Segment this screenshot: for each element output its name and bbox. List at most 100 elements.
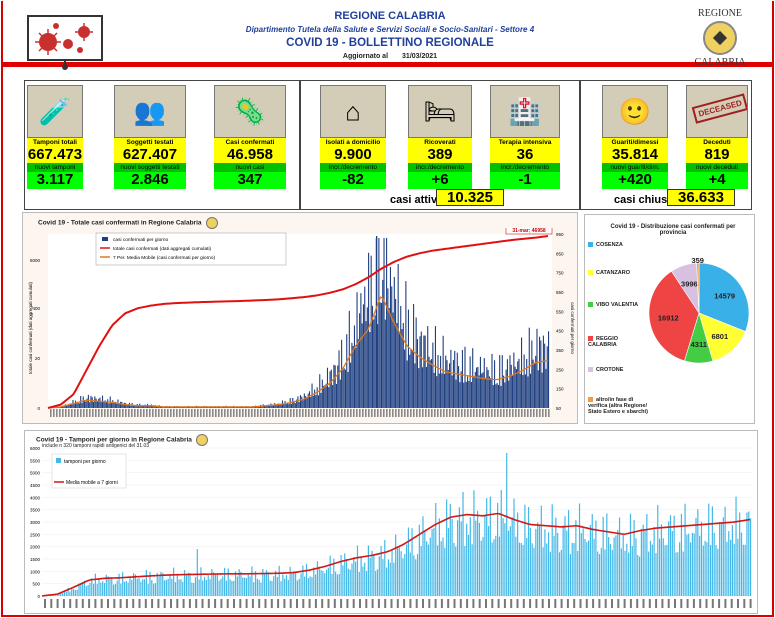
daily-test-bar <box>637 554 639 596</box>
x-tick-label <box>705 599 708 608</box>
daily-test-bar <box>742 544 744 596</box>
province-pie-chart: 14579 6801 4311 16912 3996 359 <box>648 258 750 364</box>
legend-label: VIBO VALENTIA <box>596 302 639 308</box>
daily-bar <box>433 372 435 408</box>
daily-bar <box>263 405 266 408</box>
daily-test-bar <box>640 528 642 596</box>
x-tick-label <box>447 599 450 608</box>
x-tick-label <box>522 599 525 608</box>
x-tick-label <box>248 409 250 417</box>
daily-test-bar <box>125 580 127 596</box>
kpi-image: ⌂ <box>320 85 386 138</box>
daily-bar <box>513 352 515 408</box>
x-tick-label <box>131 409 133 417</box>
daily-test-bar <box>167 578 169 596</box>
x-tick-label <box>214 599 217 608</box>
kpi-label: Terapia intensiva <box>490 138 560 147</box>
kpi-hospital-bed: 🛏 Ricoverati 389 incr./decremento +6 <box>408 85 472 189</box>
daily-bar <box>366 307 368 408</box>
daily-test-bar <box>680 513 683 596</box>
daily-test-bar <box>719 522 721 596</box>
daily-test-bar <box>404 553 406 596</box>
daily-test-bar <box>520 543 522 596</box>
daily-bar <box>432 342 434 408</box>
x-tick-label <box>407 409 409 417</box>
daily-bar <box>287 403 289 408</box>
y2-tick-label: 950 <box>556 232 564 237</box>
daily-test-bar <box>531 543 533 596</box>
region-shield-icon <box>703 21 737 55</box>
x-tick-label <box>251 599 254 608</box>
daily-bar <box>335 384 338 408</box>
kpi-sub-value: 2.846 <box>114 172 186 189</box>
y-tick-label: 3000 <box>30 520 41 525</box>
daily-bar <box>266 404 268 408</box>
daily-test-bar <box>147 583 149 596</box>
x-tick-label <box>724 599 727 608</box>
daily-bar <box>469 356 471 408</box>
daily-test-bar <box>471 544 473 596</box>
x-tick-label <box>321 599 324 608</box>
daily-test-bar <box>406 544 408 596</box>
legend-box <box>51 453 127 489</box>
x-tick-label <box>75 599 78 608</box>
daily-bar <box>149 405 151 408</box>
daily-test-bar <box>507 530 510 596</box>
daily-test-bar <box>218 580 220 596</box>
x-tick-label <box>233 409 235 417</box>
y2-axis-label: casi confermati per giorno <box>570 302 575 354</box>
daily-test-bar <box>174 582 177 596</box>
daily-bar <box>159 406 161 408</box>
daily-test-bar <box>682 551 684 596</box>
daily-test-bar <box>205 579 208 596</box>
daily-test-bar <box>467 535 470 596</box>
daily-bar <box>383 238 385 408</box>
deceased-stamp: DECEASED <box>691 93 747 124</box>
x-tick-label <box>143 409 145 417</box>
daily-test-bar <box>107 576 109 596</box>
daily-bar <box>479 356 481 408</box>
kpi-house: ⌂ Isolati a domicilio 9.900 incr./decrement… <box>320 85 386 189</box>
daily-test-bar <box>669 515 672 596</box>
daily-bar <box>496 382 498 408</box>
x-tick-label <box>579 599 582 608</box>
daily-test-bar <box>196 549 198 596</box>
x-tick-label <box>479 409 481 417</box>
daily-bar <box>306 397 308 408</box>
y-tick-label: 3500 <box>30 508 41 513</box>
daily-bar <box>285 404 287 408</box>
daily-test-bar <box>518 542 521 596</box>
daily-test-bar <box>289 566 291 596</box>
daily-test-bar <box>482 536 484 596</box>
daily-test-bar <box>446 499 448 596</box>
legend-box <box>95 232 287 266</box>
x-tick-label <box>69 599 72 608</box>
legend-swatch <box>588 302 593 308</box>
y-tick-label: 6000 <box>30 258 41 263</box>
daily-test-bar <box>156 572 158 596</box>
x-tick-label <box>749 599 752 608</box>
daily-test-bar <box>304 576 306 596</box>
daily-test-bar <box>444 547 446 596</box>
daily-test-bar <box>320 570 322 596</box>
cases-chart-title: Covid 19 - Totale casi confermati in Reg… <box>38 217 218 229</box>
x-tick-label <box>428 409 430 417</box>
x-tick-label <box>314 599 317 608</box>
daily-test-bar <box>429 537 431 596</box>
kpi-value: 819 <box>686 147 748 163</box>
daily-test-bar <box>69 591 71 596</box>
daily-bar <box>130 405 132 408</box>
daily-test-bar <box>265 570 268 596</box>
daily-test-bar <box>602 516 604 596</box>
daily-test-bar <box>584 538 586 596</box>
daily-test-bar <box>198 579 200 596</box>
daily-bar <box>108 403 110 408</box>
x-tick-label <box>737 599 739 608</box>
daily-test-bar <box>613 537 615 596</box>
daily-bar <box>348 310 350 408</box>
daily-test-bar <box>498 536 501 596</box>
daily-test-bar <box>367 545 369 596</box>
x-tick-label <box>215 409 217 417</box>
daily-test-bar <box>728 531 730 596</box>
x-tick-label <box>179 409 181 417</box>
